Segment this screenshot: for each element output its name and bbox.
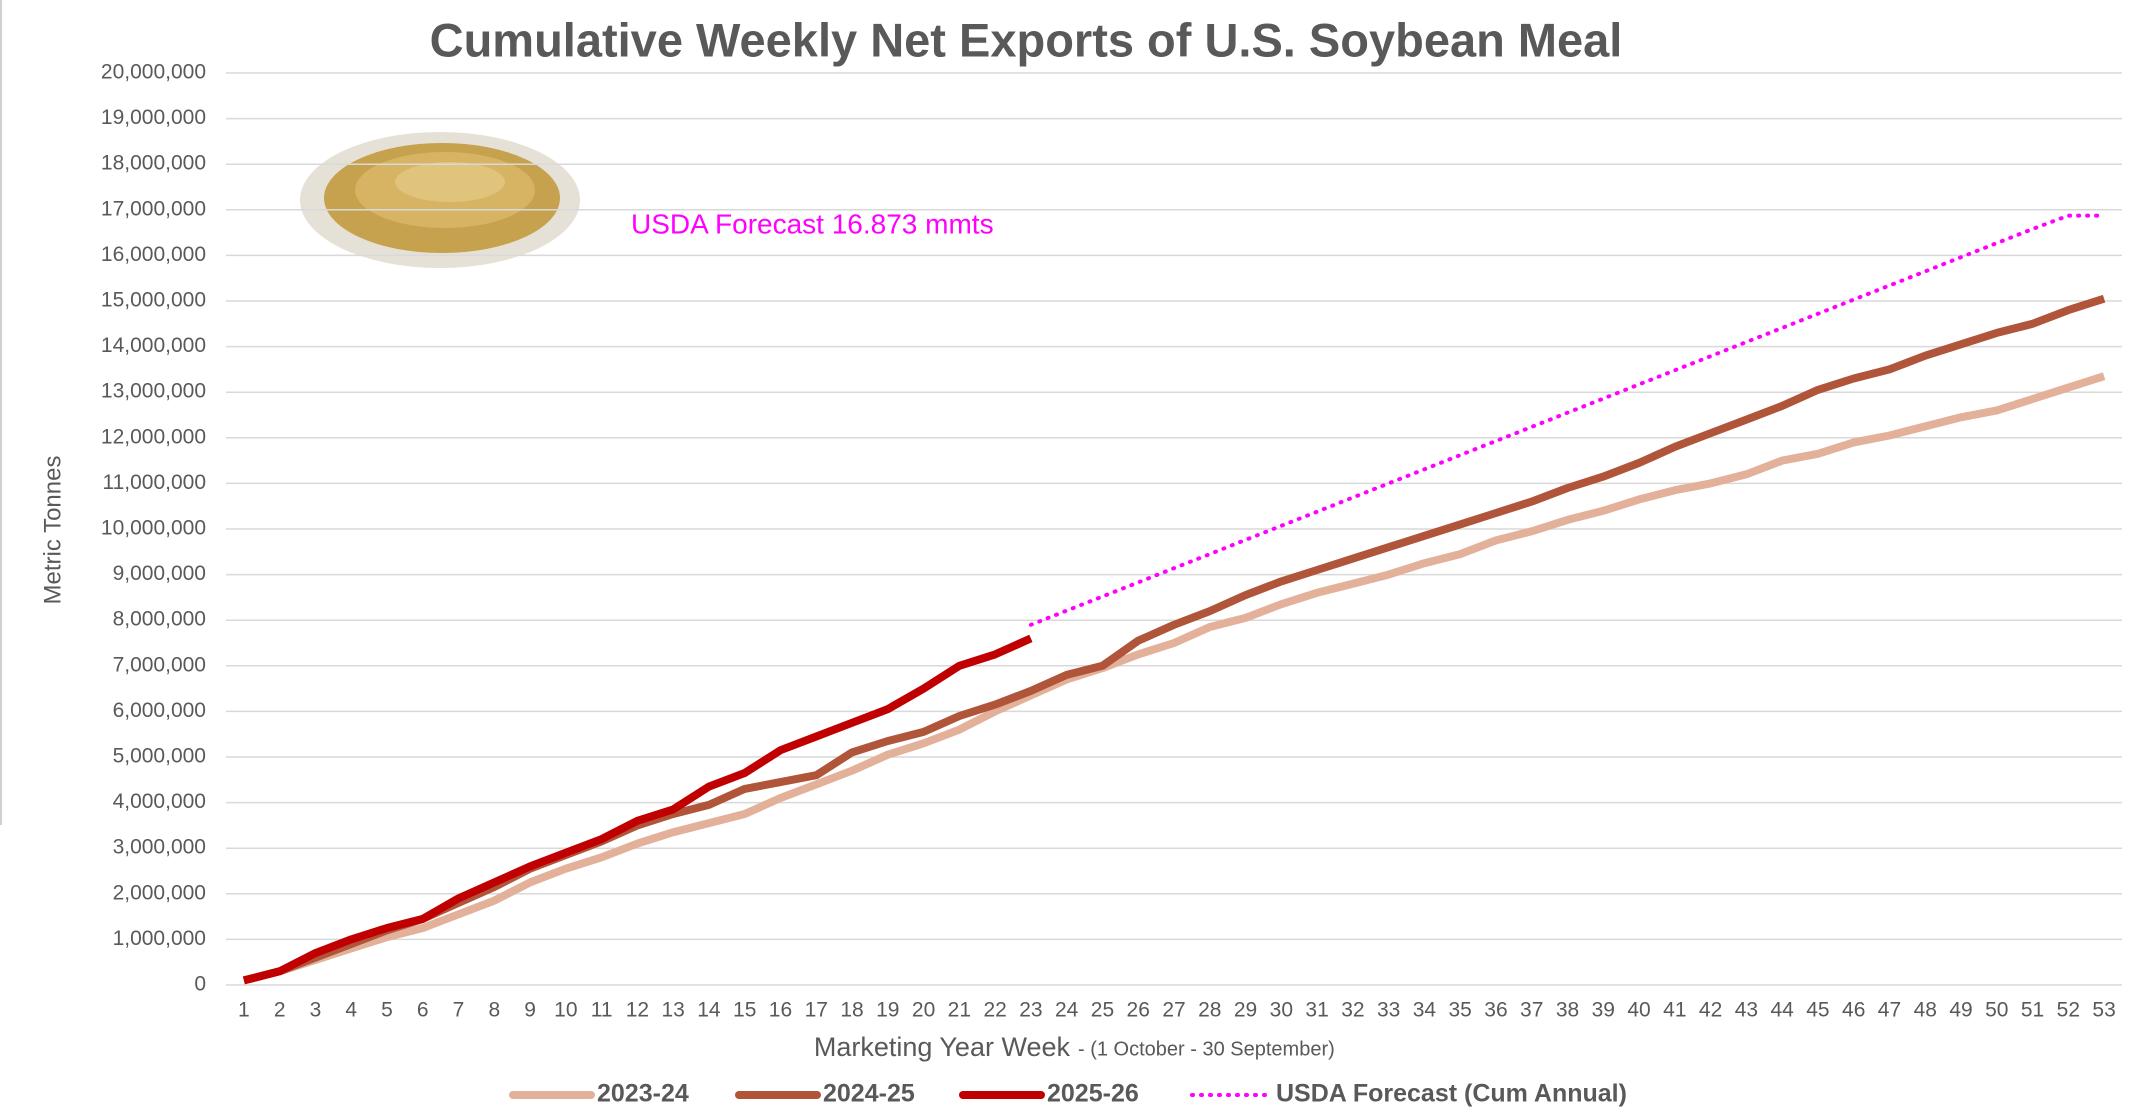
- x-tick-label: 25: [1091, 999, 1114, 1022]
- x-tick-label: 28: [1198, 999, 1221, 1022]
- x-tick-label: 36: [1484, 999, 1507, 1022]
- x-tick-label: 43: [1735, 999, 1758, 1022]
- x-tick-label: 52: [2057, 999, 2080, 1022]
- x-tick-label: 27: [1162, 999, 1185, 1022]
- x-tick-label: 38: [1556, 999, 1579, 1022]
- x-tick-label: 18: [840, 999, 863, 1022]
- y-tick-label: 8,000,000: [113, 608, 206, 631]
- x-tick-label: 15: [733, 999, 756, 1022]
- x-tick-label: 13: [661, 999, 684, 1022]
- x-tick-label: 33: [1377, 999, 1400, 1022]
- y-tick-label: 7,000,000: [113, 653, 206, 676]
- x-tick-label: 5: [381, 999, 393, 1022]
- x-tick-label: 29: [1234, 999, 1257, 1022]
- x-tick-label: 31: [1305, 999, 1328, 1022]
- y-axis-label: Metric Tonnes: [39, 456, 66, 605]
- x-tick-label: 47: [1878, 999, 1901, 1022]
- x-tick-label: 35: [1449, 999, 1472, 1022]
- y-tick-label: 18,000,000: [101, 152, 206, 175]
- x-tick-label: 26: [1127, 999, 1150, 1022]
- y-tick-label: 2,000,000: [113, 881, 206, 904]
- x-tick-label: 42: [1699, 999, 1722, 1022]
- y-tick-label: 4,000,000: [113, 790, 206, 813]
- x-tick-label: 6: [417, 999, 429, 1022]
- y-tick-label: 0: [194, 973, 206, 996]
- x-tick-label: 1: [238, 999, 250, 1022]
- series-line: [244, 376, 2104, 980]
- legend-label: USDA Forecast (Cum Annual): [1276, 1080, 1627, 1108]
- x-tick-label: 49: [1949, 999, 1972, 1022]
- y-tick-label: 17,000,000: [101, 197, 206, 220]
- annotation: USDA Forecast 16.873 mmts: [631, 208, 994, 239]
- legend-label: 2023-24: [597, 1080, 689, 1108]
- x-tick-label: 32: [1341, 999, 1364, 1022]
- x-tick-label: 48: [1914, 999, 1937, 1022]
- chart: Cumulative Weekly Net Exports of U.S. So…: [0, 0, 2146, 1119]
- x-tick-label: 2: [274, 999, 286, 1022]
- x-axis-label: Marketing Year Week: [814, 1032, 1071, 1062]
- y-tick-label: 15,000,000: [101, 289, 206, 312]
- x-tick-label: 46: [1842, 999, 1865, 1022]
- x-tick-label: 45: [1806, 999, 1829, 1022]
- x-tick-label: 44: [1770, 999, 1794, 1022]
- x-axis-note: - (1 October - 30 September): [1078, 1038, 1335, 1060]
- legend-label: 2025-26: [1047, 1080, 1139, 1108]
- y-tick-label: 16,000,000: [101, 243, 206, 266]
- y-tick-label: 11,000,000: [102, 471, 206, 494]
- x-tick-label: 9: [524, 999, 536, 1022]
- legend-label: 2024-25: [823, 1080, 915, 1108]
- x-tick-label: 39: [1592, 999, 1615, 1022]
- x-tick-label: 53: [2092, 999, 2115, 1022]
- x-tick-label: 21: [948, 999, 971, 1022]
- x-tick-label: 10: [554, 999, 577, 1022]
- x-tick-label: 23: [1019, 999, 1042, 1022]
- y-tick-label: 19,000,000: [101, 106, 206, 129]
- x-tick-label: 8: [488, 999, 500, 1022]
- x-tick-label: 24: [1055, 999, 1079, 1022]
- x-tick-label: 50: [1985, 999, 2008, 1022]
- x-tick-label: 34: [1413, 999, 1437, 1022]
- y-tick-label: 13,000,000: [101, 380, 206, 403]
- x-tick-label: 4: [345, 999, 357, 1022]
- chart-title: Cumulative Weekly Net Exports of U.S. So…: [430, 13, 1623, 66]
- x-tick-label: 7: [453, 999, 465, 1022]
- y-tick-label: 6,000,000: [113, 699, 206, 722]
- y-tick-label: 3,000,000: [113, 836, 206, 859]
- y-tick-label: 12,000,000: [101, 425, 206, 448]
- y-tick-label: 1,000,000: [113, 927, 206, 950]
- x-tick-label: 20: [912, 999, 935, 1022]
- x-tick-label: 17: [805, 999, 828, 1022]
- y-tick-label: 20,000,000: [101, 61, 206, 84]
- x-tick-label: 41: [1663, 999, 1686, 1022]
- x-tick-label: 14: [697, 999, 721, 1022]
- y-tick-label: 9,000,000: [113, 562, 206, 585]
- x-tick-label: 40: [1627, 999, 1650, 1022]
- x-tick-label: 3: [310, 999, 322, 1022]
- x-tick-label: 11: [591, 999, 613, 1022]
- x-tick-label: 30: [1270, 999, 1293, 1022]
- series-line: [244, 638, 1031, 980]
- x-tick-label: 16: [769, 999, 792, 1022]
- y-tick-label: 14,000,000: [101, 334, 206, 357]
- soybean-meal-image: [300, 132, 580, 268]
- x-tick-label: 37: [1520, 999, 1543, 1022]
- x-tick-label: 51: [2021, 999, 2044, 1022]
- x-tick-label: 22: [983, 999, 1006, 1022]
- x-tick-label: 19: [876, 999, 899, 1022]
- y-tick-label: 5,000,000: [113, 745, 206, 768]
- y-tick-label: 10,000,000: [101, 517, 206, 540]
- x-tick-label: 12: [626, 999, 649, 1022]
